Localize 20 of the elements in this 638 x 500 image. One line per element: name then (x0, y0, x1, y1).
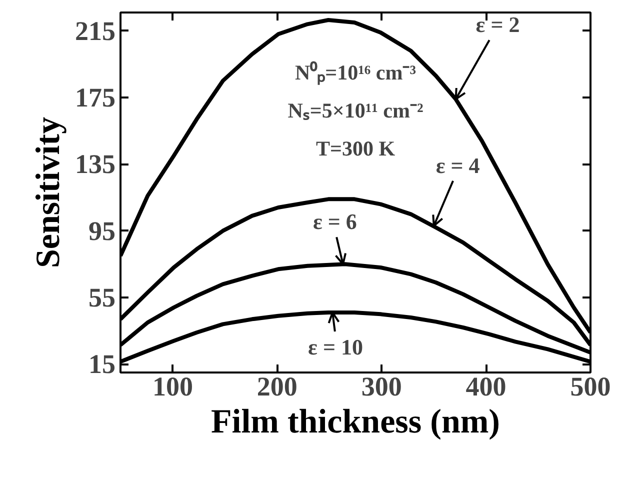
annotation: T=300 K (316, 136, 396, 160)
y-tick-label: 55 (88, 282, 116, 312)
y-tick-label: 215 (75, 16, 116, 46)
annotation: ε = 2 (476, 12, 520, 38)
y-tick-label: 175 (75, 82, 116, 112)
annotation: N⁰ₚ=10¹⁶ cm⁻³ (294, 60, 416, 86)
y-tick-label: 135 (75, 149, 116, 180)
x-tick-label: 100 (152, 372, 193, 402)
y-tick-label: 95 (88, 216, 116, 246)
annotation: ε = 10 (308, 334, 363, 360)
annotation: ε = 6 (313, 209, 357, 234)
x-tick-label: 300 (361, 372, 402, 402)
y-axis-title: Sensitivity (30, 116, 67, 268)
x-tick-label: 200 (256, 372, 298, 402)
annotation: Nₛ=5×10¹¹ cm⁻² (288, 98, 424, 122)
annotation: ε = 4 (436, 152, 480, 178)
x-axis-title: Film thickness (nm) (211, 404, 500, 440)
x-tick-label: 500 (570, 372, 611, 402)
y-tick-label: 15 (88, 349, 116, 380)
x-tick-label: 400 (466, 372, 506, 402)
